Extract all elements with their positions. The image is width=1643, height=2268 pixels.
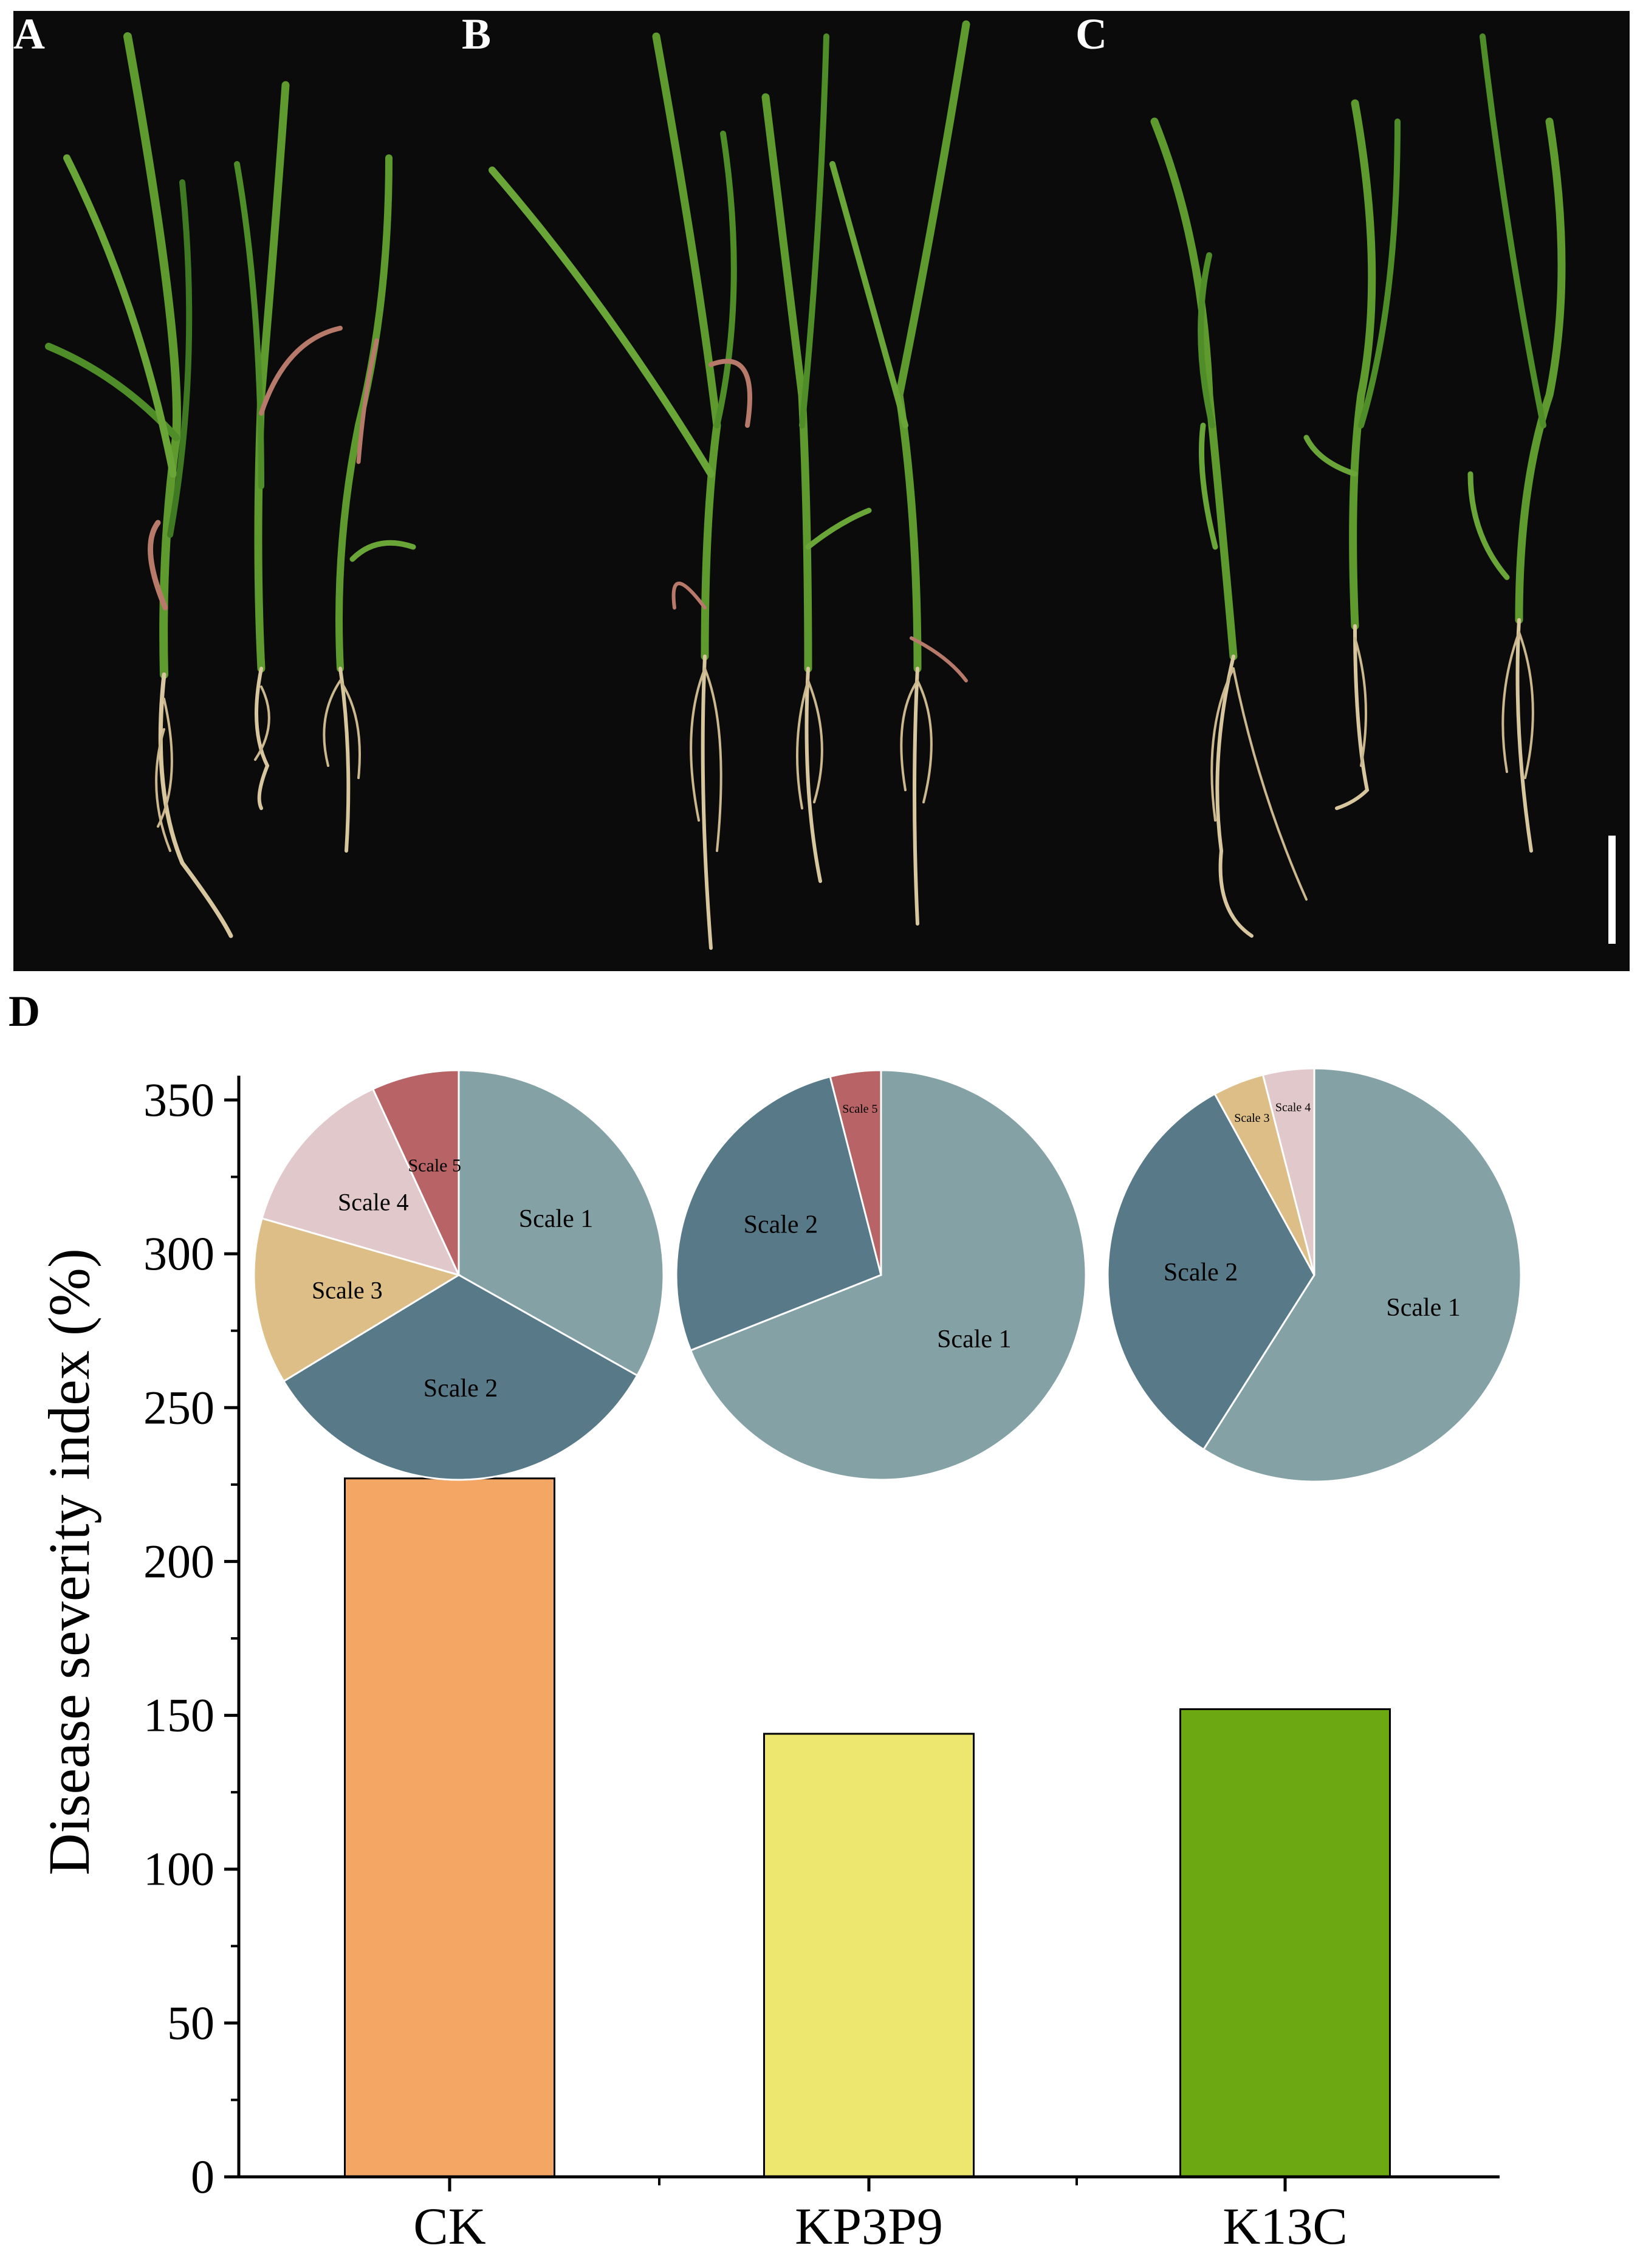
photo-panel-c: C [1075, 10, 1630, 971]
panel-label-a: A [13, 10, 45, 58]
pie-slice-label: Scale 2 [424, 1375, 498, 1403]
bar-kp3p9 [763, 1733, 975, 2178]
y-tick-label: 50 [167, 1996, 214, 2049]
pie-slice-label: Scale 1 [1386, 1294, 1460, 1322]
plant-c2 [1303, 99, 1401, 810]
pie-slice-label: Scale 4 [338, 1188, 409, 1215]
y-axis-label: Disease severity index (%) [36, 1248, 101, 1875]
plant-b1 [489, 32, 752, 950]
panel-label-b: B [462, 10, 491, 58]
y-tick-label: 100 [143, 1843, 214, 1895]
panel-label-d: D [9, 987, 40, 1036]
pie-slice-label: Scale 3 [1234, 1112, 1269, 1125]
bars-group [344, 1477, 1391, 2178]
bar-chart: 0 50 100 150 200 250 300 350 CK KP3P9 K13C Diseas… [36, 1073, 1500, 2255]
y-tick-label: 250 [143, 1381, 214, 1434]
pie-slice-scale-4 [261, 1088, 461, 1277]
plant-a1 [45, 32, 233, 938]
plant-b3 [829, 20, 970, 926]
y-tick-label: 150 [143, 1689, 214, 1742]
pie-ck: Scale 1 Scale 2 Scale 3 Scale 4 Scale 5 [253, 1069, 665, 1481]
y-tick-label: 200 [143, 1534, 214, 1587]
photo-panel-b: B [450, 10, 1106, 971]
x-axis: CK KP3P9 K13C [239, 2175, 1500, 2255]
y-axis: 0 50 100 150 200 250 300 350 [143, 1073, 241, 2203]
x-tick-label-kp3p9: KP3P9 [795, 2197, 943, 2255]
pie-kp3p9: Scale 1 Scale 2 Scale 5 [675, 1069, 1087, 1481]
pie-slice-scale-3 [253, 1217, 461, 1383]
plant-c3 [1467, 33, 1566, 853]
pie-slice-scale-1 [689, 1069, 1087, 1481]
pie-slice-label: Scale 2 [1164, 1259, 1238, 1287]
plant-a2 [234, 81, 343, 810]
bar-ck [344, 1477, 555, 2178]
pie-k13c: Scale 1 Scale 2 Scale 3 Scale 4 [1106, 1067, 1522, 1483]
y-tick-label: 350 [143, 1073, 214, 1126]
photo-bg-b [450, 11, 1106, 971]
pie-slice-label: Scale 5 [408, 1155, 461, 1175]
plant-b2 [761, 33, 872, 883]
y-tick-label: 0 [191, 2150, 214, 2203]
pie-slice-scale-4 [1261, 1067, 1315, 1276]
pie-slice-scale-5 [829, 1069, 882, 1276]
photo-panel-a: A [13, 10, 450, 971]
pie-slice-scale-2 [675, 1075, 882, 1352]
scale-bar [1608, 836, 1616, 944]
pie-slice-label: Scale 4 [1275, 1101, 1311, 1114]
x-tick-label-ck: CK [413, 2197, 485, 2255]
bar-k13c [1179, 1708, 1391, 2178]
pie-slice-label: Scale 2 [744, 1211, 818, 1239]
pie-slice-scale-1 [458, 1069, 665, 1377]
pie-slice-label: Scale 1 [519, 1205, 593, 1233]
pie-slice-label: Scale 3 [312, 1277, 383, 1304]
pie-slice-label: Scale 5 [842, 1102, 877, 1116]
panel-label-c: C [1075, 10, 1107, 58]
y-tick-label: 300 [143, 1227, 214, 1280]
photo-bg-a [13, 11, 450, 971]
plant-a3 [323, 154, 416, 853]
pie-slice-scale-5 [371, 1069, 460, 1276]
pie-slice-scale-2 [282, 1274, 639, 1481]
pie-slice-label: Scale 1 [937, 1325, 1011, 1353]
pie-slice-scale-1 [1202, 1067, 1522, 1483]
x-tick-label-k13c: K13C [1223, 2197, 1347, 2255]
plant-c1 [1150, 117, 1308, 938]
